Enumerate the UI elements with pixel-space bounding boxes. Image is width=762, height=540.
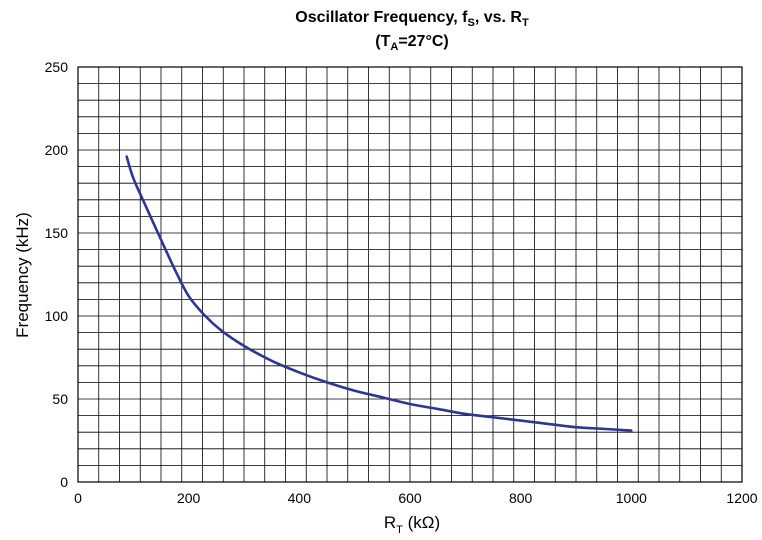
x-tick-label: 800 — [509, 490, 533, 506]
x-tick-label: 400 — [288, 490, 312, 506]
x-axis-label: RT (kΩ) — [384, 513, 440, 536]
x-tick-label: 200 — [177, 490, 201, 506]
y-tick-label: 50 — [52, 391, 68, 407]
plot-frame — [77, 66, 743, 483]
y-tick-label: 0 — [60, 474, 68, 490]
x-tick-label: 0 — [74, 490, 82, 506]
y-tick-label: 200 — [45, 142, 69, 158]
x-tick-label: 600 — [398, 490, 422, 506]
y-axis-ticks: 0 50 100 150 200 250 — [45, 59, 69, 490]
x-tick-label: 1200 — [726, 490, 757, 506]
y-tick-label: 100 — [45, 308, 69, 324]
chart-title-line-2: (TA=27°C) — [375, 33, 448, 53]
chart-title-line-1: Oscillator Frequency, fS, vs. RT — [295, 9, 529, 29]
x-axis-ticks: 0 200 400 600 800 1000 1200 — [74, 490, 758, 506]
frequency-curve — [125, 155, 633, 432]
y-tick-label: 150 — [45, 225, 69, 241]
grid-lines — [78, 67, 742, 482]
y-tick-label: 250 — [45, 59, 69, 75]
x-tick-label: 1000 — [616, 490, 647, 506]
y-axis-label: Frequency (kHz) — [13, 212, 32, 338]
